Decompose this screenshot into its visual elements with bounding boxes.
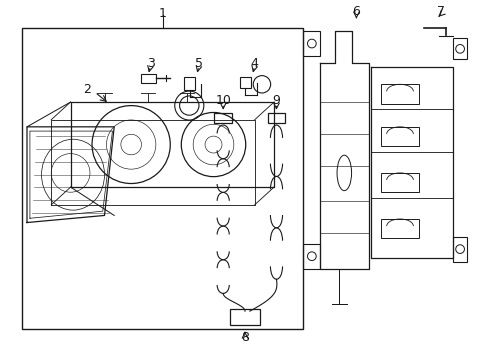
Text: 8: 8 — [241, 331, 249, 344]
Text: 1: 1 — [159, 7, 167, 20]
Bar — [381, 219, 419, 238]
Bar — [141, 74, 156, 82]
Bar — [303, 31, 320, 56]
Text: 5: 5 — [195, 57, 203, 69]
Bar — [303, 244, 320, 269]
Bar — [453, 38, 467, 59]
Text: 7: 7 — [437, 5, 445, 18]
Bar — [381, 173, 419, 192]
Bar — [381, 84, 419, 104]
Text: 4: 4 — [251, 57, 259, 69]
Bar — [453, 237, 467, 261]
Bar — [184, 77, 195, 90]
Bar — [381, 127, 419, 146]
Text: 9: 9 — [272, 94, 280, 107]
Bar — [215, 113, 232, 123]
Text: 10: 10 — [215, 94, 231, 107]
Text: 6: 6 — [352, 5, 360, 18]
Text: 3: 3 — [147, 57, 154, 69]
Bar — [230, 309, 260, 325]
Bar — [22, 28, 303, 329]
Text: 2: 2 — [84, 83, 92, 96]
Bar — [240, 77, 251, 88]
Bar — [268, 113, 285, 123]
